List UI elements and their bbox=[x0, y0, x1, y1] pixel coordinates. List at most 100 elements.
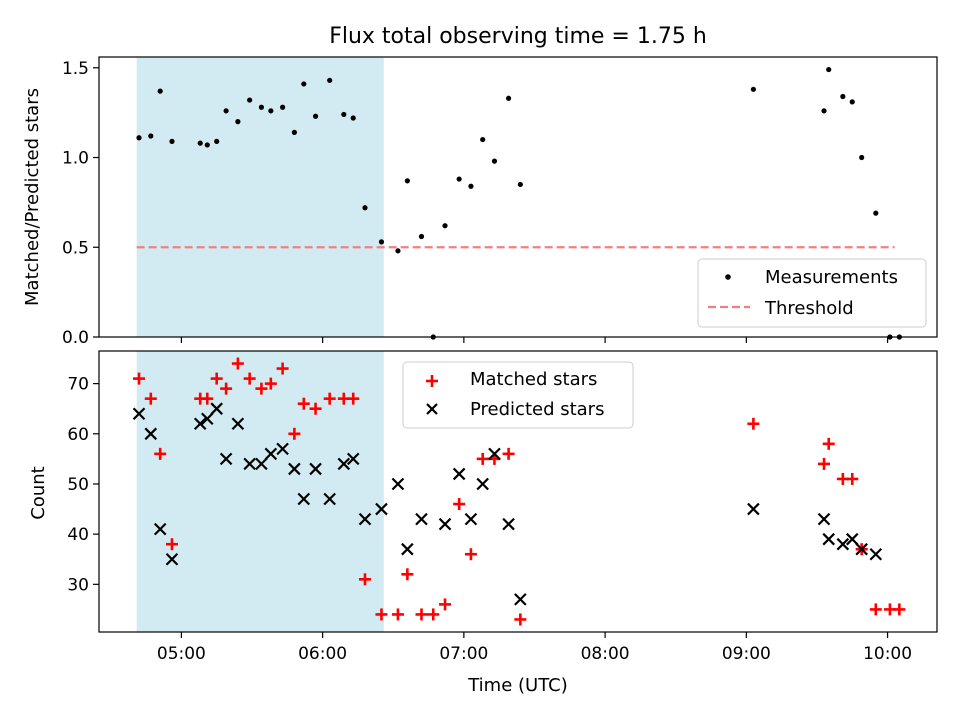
matched-star-point bbox=[323, 392, 336, 405]
predicted-star-stroke-b bbox=[391, 477, 405, 491]
bottom-axes-frame bbox=[98, 350, 938, 633]
predicted-star-stroke-b bbox=[855, 542, 868, 556]
measurement-point bbox=[840, 93, 846, 100]
predicted-star-stroke-b bbox=[165, 552, 179, 566]
predicted-star-stroke-b bbox=[153, 522, 167, 536]
bottom-legend-box bbox=[402, 361, 634, 429]
matched-star-point bbox=[439, 598, 452, 611]
measurement-point bbox=[258, 104, 265, 110]
top-ytick-label: 0.0 bbox=[62, 328, 89, 348]
predicted-star-point bbox=[488, 447, 501, 461]
predicted-star-stroke-b bbox=[210, 402, 223, 415]
matched-star-point bbox=[276, 362, 289, 375]
predicted-star-point bbox=[438, 517, 452, 531]
predicted-star-point bbox=[132, 407, 146, 421]
predicted-star-stroke-b bbox=[323, 492, 336, 506]
top-panel: 0.0 0.5 1.0 1.5 Matched/Predicted stars Mea… bbox=[22, 56, 938, 348]
measurement-point bbox=[197, 140, 203, 146]
matched-star-point bbox=[220, 382, 233, 395]
legend-predicted-marker bbox=[426, 403, 438, 415]
matched-star-point bbox=[144, 392, 157, 405]
predicted-star-stroke-b bbox=[288, 462, 301, 476]
bottom-xtick-label: 09:00 bbox=[722, 644, 771, 664]
predicted-star-stroke-b bbox=[401, 542, 414, 556]
predicted-star-stroke-b bbox=[231, 417, 245, 431]
predicted-star-stroke-b bbox=[264, 447, 278, 461]
bottom-xlabel: Time (UTC) bbox=[467, 675, 568, 696]
matched-star-point bbox=[391, 608, 404, 621]
predicted-star-point bbox=[476, 477, 489, 491]
predicted-star-point bbox=[464, 512, 478, 526]
measurement-point bbox=[148, 133, 154, 139]
predicted-star-point bbox=[391, 477, 405, 491]
predicted-star-point bbox=[323, 492, 336, 506]
top-axes-frame bbox=[98, 56, 938, 338]
measurement-point bbox=[859, 154, 865, 161]
predicted-star-point bbox=[243, 457, 256, 471]
measurement-point bbox=[301, 81, 307, 87]
predicted-star-point bbox=[297, 492, 311, 506]
predicted-star-point bbox=[358, 512, 372, 526]
bottom-xtick-label: 10:00 bbox=[863, 644, 912, 664]
measurement-point bbox=[404, 178, 410, 184]
predicted-star-stroke-b bbox=[337, 457, 351, 471]
predicted-star-point bbox=[822, 532, 835, 546]
measurement-point bbox=[378, 239, 385, 245]
matched-star-point bbox=[264, 377, 277, 390]
predicted-star-point bbox=[193, 417, 207, 431]
predicted-star-point bbox=[288, 462, 301, 476]
matched-star-point bbox=[514, 613, 527, 626]
measurement-point bbox=[468, 183, 474, 189]
top-legend: Measurements Threshold bbox=[697, 258, 927, 328]
predicted-star-stroke-b bbox=[276, 442, 289, 456]
top-ylabel: Matched/Predicted stars bbox=[22, 88, 43, 306]
predicted-star-point bbox=[401, 542, 414, 556]
matched-star-point bbox=[747, 417, 760, 430]
legend-matched-label: Matched stars bbox=[470, 369, 597, 390]
bottom-ytick-label: 50 bbox=[67, 475, 89, 495]
predicted-star-point bbox=[153, 522, 167, 536]
predicted-star-stroke-b bbox=[817, 512, 831, 526]
measurement-point bbox=[418, 233, 425, 240]
matched-star-point bbox=[154, 447, 167, 460]
matched-star-point bbox=[243, 372, 256, 385]
predicted-star-point bbox=[869, 547, 883, 561]
matched-star-point bbox=[309, 402, 322, 415]
predicted-star-stroke-b bbox=[144, 427, 158, 441]
bottom-ytick-label: 40 bbox=[67, 525, 89, 545]
predicted-star-stroke-b bbox=[375, 502, 388, 516]
measurement-point bbox=[517, 181, 523, 188]
predicted-star-stroke-b bbox=[822, 532, 835, 546]
bottom-xtick-label: 07:00 bbox=[439, 644, 488, 664]
predicted-star-stroke-b bbox=[438, 517, 452, 531]
measurement-point bbox=[442, 223, 448, 229]
bottom-panel: 30 40 50 60 70 05:00 06:00 07:00 08:00 09:00 10:0… bbox=[28, 350, 938, 696]
matched-star-point bbox=[231, 357, 244, 370]
measurement-point bbox=[214, 138, 220, 144]
predicted-star-point bbox=[144, 427, 158, 441]
predicted-star-stroke-b bbox=[297, 492, 311, 506]
predicted-star-stroke-b bbox=[219, 452, 233, 466]
predicted-star-stroke-b bbox=[201, 412, 214, 426]
predicted-star-stroke-b bbox=[488, 447, 501, 461]
predicted-star-point bbox=[415, 512, 428, 526]
matched-star-point bbox=[297, 397, 310, 410]
measurement-point bbox=[350, 115, 356, 121]
matched-star-point bbox=[401, 568, 414, 581]
bottom-xtick-label: 05:00 bbox=[157, 644, 206, 664]
bottom-ylabel: Count bbox=[28, 466, 49, 519]
measurement-point bbox=[247, 97, 253, 103]
predicted-star-point bbox=[201, 412, 214, 426]
predicted-star-point bbox=[231, 417, 245, 431]
matched-star-point bbox=[415, 608, 428, 621]
predicted-star-stroke-b bbox=[243, 457, 256, 471]
matched-star-point bbox=[818, 457, 831, 470]
measurement-point bbox=[204, 142, 210, 148]
predicted-star-point bbox=[502, 517, 515, 531]
predicted-star-stroke-b bbox=[255, 457, 268, 471]
measurement-point bbox=[826, 66, 832, 73]
matched-star-point bbox=[375, 608, 388, 621]
predicted-star-stroke-b bbox=[869, 547, 883, 561]
top-ytick-label: 1.0 bbox=[62, 149, 89, 169]
bottom-ytick-label: 30 bbox=[67, 575, 89, 595]
